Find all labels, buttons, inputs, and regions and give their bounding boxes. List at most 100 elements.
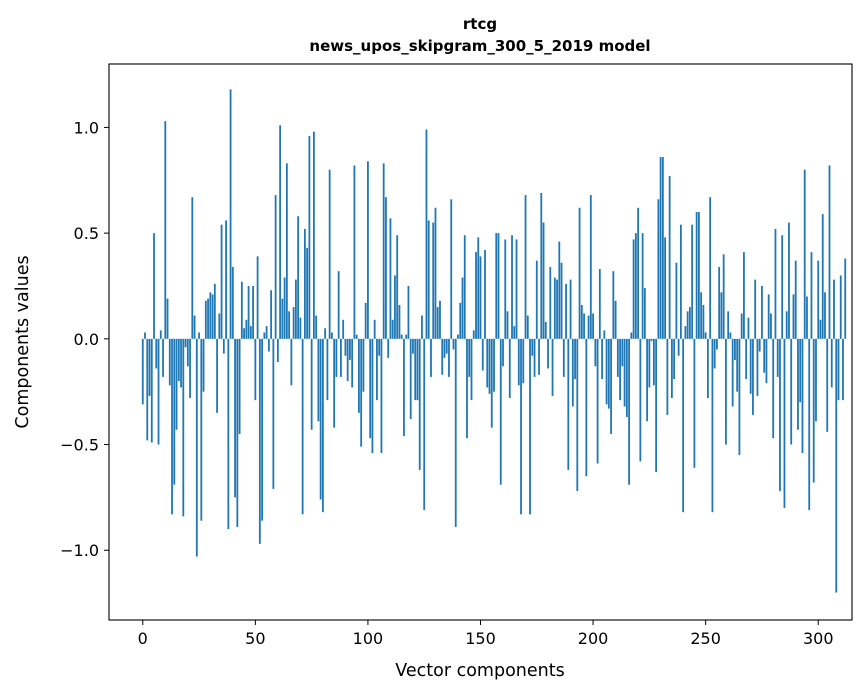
bar: [571, 338, 574, 407]
bar: [682, 338, 685, 513]
bar: [619, 338, 621, 401]
bar: [704, 332, 707, 339]
x-tick-label: 300: [803, 629, 834, 648]
bar: [335, 338, 338, 377]
bar: [303, 228, 306, 339]
bar: [358, 338, 360, 413]
x-tick-label: 150: [465, 629, 496, 648]
bar: [434, 207, 437, 339]
bar: [650, 338, 653, 341]
bar: [299, 317, 302, 339]
x-axis: 0 50 100 150 200 250 300: [138, 620, 834, 648]
x-tick-label: 50: [245, 629, 265, 648]
bar: [709, 197, 712, 339]
bar: [675, 262, 678, 339]
y-tick-label: −0.5: [60, 436, 99, 455]
bar: [596, 338, 599, 464]
bar: [565, 283, 567, 339]
bar: [290, 338, 293, 386]
bar: [195, 338, 198, 557]
bar: [806, 296, 808, 339]
bar: [592, 313, 594, 339]
bar: [157, 338, 160, 445]
bar: [513, 326, 516, 339]
y-tick-label: 0.5: [74, 224, 99, 243]
bar: [538, 338, 540, 375]
bar: [641, 233, 644, 339]
bar: [423, 338, 426, 511]
bar: [702, 305, 705, 339]
bar: [695, 211, 698, 339]
bar: [659, 157, 662, 339]
x-tick-label: 100: [353, 629, 384, 648]
bar: [542, 222, 545, 339]
x-axis-label: Vector components: [395, 661, 564, 681]
bar: [605, 338, 608, 405]
bar: [398, 305, 401, 339]
bar: [150, 338, 153, 443]
bar: [772, 338, 775, 439]
bar: [385, 197, 387, 339]
bar: [567, 338, 570, 470]
bar: [524, 195, 527, 339]
bar: [146, 338, 149, 441]
bar: [403, 338, 405, 437]
bar: [436, 307, 439, 339]
bar: [792, 294, 795, 339]
bar: [252, 285, 254, 339]
bar: [283, 277, 286, 339]
bar: [414, 338, 417, 401]
bar: [520, 338, 522, 515]
bar: [159, 330, 162, 339]
bar: [628, 338, 630, 485]
bar: [234, 338, 236, 498]
bar: [216, 338, 218, 413]
bar: [493, 338, 495, 392]
bar: [396, 235, 399, 339]
bar: [292, 307, 295, 339]
bar: [346, 338, 349, 382]
bar: [162, 338, 164, 377]
bar: [716, 338, 718, 350]
bar: [720, 292, 723, 339]
bar: [272, 338, 275, 489]
bar: [198, 332, 200, 339]
bar: [612, 271, 615, 339]
bar: [594, 338, 597, 367]
bar: [342, 319, 345, 339]
bar: [639, 338, 642, 462]
bar: [547, 338, 549, 369]
bar: [369, 338, 372, 439]
bar: [263, 332, 266, 339]
bar: [463, 235, 466, 339]
bar: [515, 239, 518, 339]
bar: [842, 338, 844, 401]
y-tick-label: 1.0: [74, 118, 99, 137]
bar: [418, 338, 421, 470]
bar: [614, 300, 617, 339]
bar: [141, 338, 144, 405]
bar: [312, 131, 315, 339]
bar: [281, 298, 284, 339]
bar: [788, 222, 790, 339]
bar: [430, 338, 432, 377]
bar: [331, 332, 333, 339]
bar: [166, 298, 169, 339]
bar: [794, 260, 797, 339]
bar: [598, 269, 601, 339]
bar: [562, 338, 565, 377]
bar: [517, 338, 520, 386]
bar: [472, 330, 475, 339]
bar: [776, 338, 779, 377]
bar: [770, 313, 772, 339]
bar: [168, 338, 171, 386]
bar: [355, 334, 358, 339]
bar: [180, 338, 182, 388]
bar: [328, 169, 331, 339]
bar: [211, 294, 214, 339]
bar: [711, 338, 714, 513]
bar: [821, 214, 824, 339]
bar: [540, 192, 543, 339]
bar: [412, 338, 414, 354]
bar: [758, 338, 761, 352]
